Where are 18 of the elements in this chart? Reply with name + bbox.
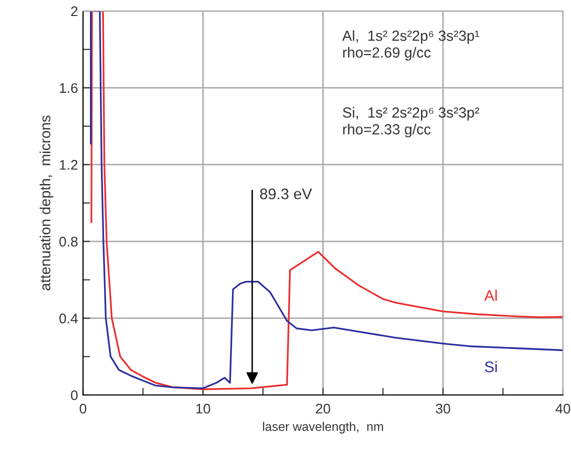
y-tick-label: 0 — [70, 390, 78, 400]
x-tick-label: 20 — [316, 404, 330, 414]
x-tick-label: 30 — [436, 404, 450, 414]
annotation: 89.3 eV — [260, 188, 312, 200]
y-tick-label: 0.8 — [59, 236, 78, 247]
x-tick-label: 10 — [196, 404, 210, 414]
series-label: Al — [484, 290, 497, 301]
annotation: Al, 1s² 2s²2p⁶ 3s²3p¹ rho=2.69 g/cc — [342, 30, 480, 61]
series-label: Si — [484, 361, 497, 372]
y-tick-label: 1.6 — [60, 83, 78, 93]
y-axis-title: attenuation depth, microns — [40, 116, 54, 290]
x-axis-title: laser wavelength, nm — [263, 422, 383, 434]
y-tick-label: 0.4 — [59, 314, 78, 324]
annotation: Si, 1s² 2s²2p⁶ 3s²3p² rho=2.33 g/cc — [342, 107, 480, 138]
x-tick-label: 0 — [80, 404, 86, 414]
y-tick-label: 1.2 — [60, 160, 78, 170]
x-tick-label: 40 — [556, 404, 570, 414]
y-tick-label: 2 — [71, 6, 78, 16]
